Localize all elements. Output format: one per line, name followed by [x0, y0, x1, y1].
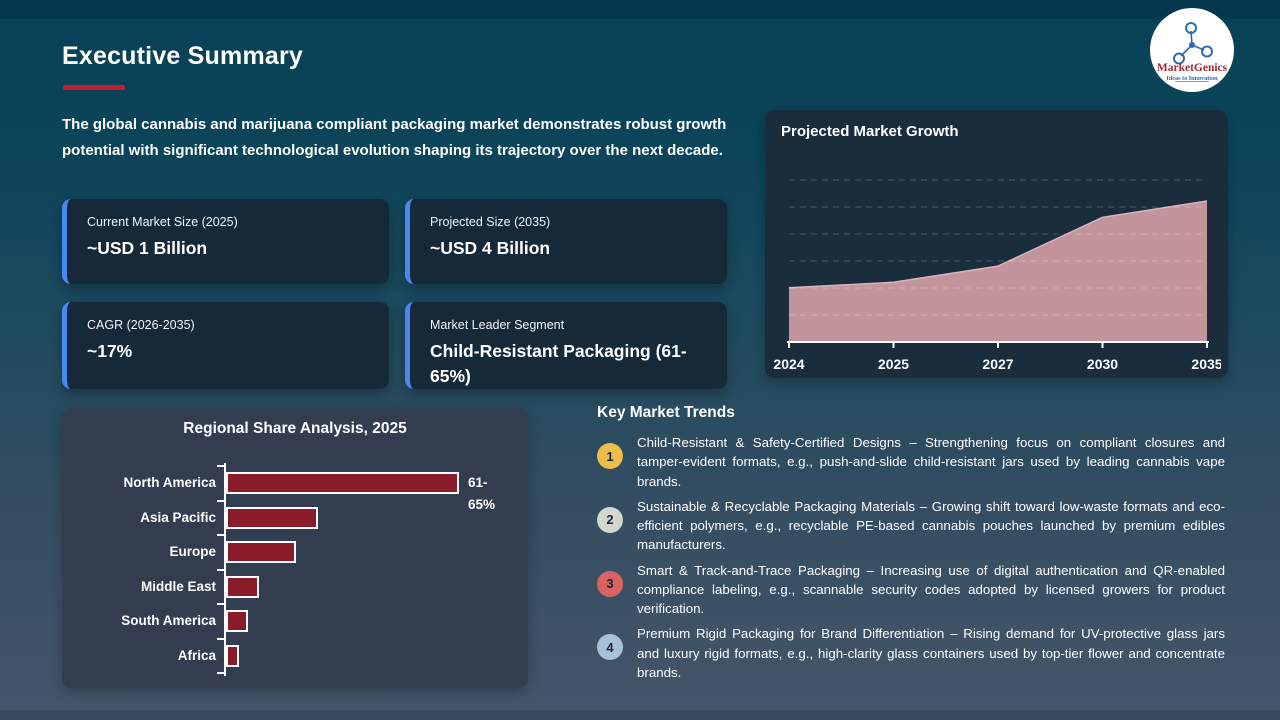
- stat-label: Market Leader Segment: [430, 318, 565, 332]
- bar: [226, 575, 259, 598]
- bottom-band: [0, 710, 1280, 720]
- category-axis-line: [224, 463, 226, 676]
- stat-card-projected-size: Projected Size (2035) ~USD 4 Billion: [405, 199, 727, 284]
- trend-number-badge: 2: [597, 506, 623, 533]
- x-axis-label: 2025: [878, 356, 909, 372]
- stat-card-current-market-size: Current Market Size (2025) ~USD 1 Billio…: [62, 199, 389, 284]
- x-axis-label: 2030: [1087, 356, 1118, 372]
- trend-text: Sustainable & Recyclable Packaging Mater…: [637, 498, 1225, 553]
- trends-header: Key Market Trends: [597, 404, 735, 421]
- bar: [226, 541, 296, 563]
- category-axis-tick: [217, 568, 224, 571]
- category-label: North America: [123, 475, 216, 490]
- regional-share-card: Regional Share Analysis, 2025 North Amer…: [62, 408, 528, 688]
- stat-label: Projected Size (2035): [430, 215, 551, 229]
- category-label: South America: [121, 613, 216, 628]
- key-market-trends: Key Market Trends 1 Child-Resistant & Sa…: [597, 404, 1225, 688]
- category-label: Africa: [177, 647, 216, 663]
- x-axis-label: 2035: [1191, 356, 1221, 372]
- molecule-icon: [1173, 22, 1213, 65]
- trend-number-badge: 3: [597, 570, 623, 597]
- trend-item-4: 4 Premium Rigid Packaging for Brand Diff…: [597, 624, 1225, 682]
- category-label: Asia Pacific: [140, 509, 216, 525]
- trend-text: Smart & Track-and-Trace Packaging – Incr…: [637, 562, 1225, 617]
- category-axis-tick: [217, 672, 224, 674]
- stat-value: ~USD 1 Billion: [87, 238, 208, 258]
- category-label: Middle East: [140, 578, 216, 594]
- regional-bar-chart: North America 61- 65% Asia Pacific Europe Mi…: [78, 463, 512, 676]
- title-accent-bar: [63, 85, 125, 90]
- logo-circle: [1150, 8, 1234, 92]
- trend-number-badge: 1: [597, 443, 623, 469]
- marketgenics-logo: MarketGenics Ideas to Innovation: [1150, 8, 1234, 92]
- trend-item-1: 1 Child-Resistant & Safety-Certified Des…: [597, 433, 1225, 491]
- category-axis-tick: [217, 637, 224, 640]
- category-axis-tick: [217, 465, 224, 467]
- stat-value: ~USD 4 Billion: [430, 238, 551, 258]
- page-title: Executive Summary: [62, 42, 304, 70]
- top-band: [0, 0, 1280, 19]
- trend-item-3: 3 Smart & Track-and-Trace Packaging – In…: [597, 561, 1225, 619]
- stat-label: Current Market Size (2025): [87, 215, 238, 229]
- bar: [226, 644, 239, 667]
- logo-name: MarketGenics: [1157, 62, 1228, 74]
- bar-value-label: 61- 65%: [468, 475, 496, 512]
- projected-market-growth-card: Projected Market Growth 2024 2025 2027 2030…: [765, 110, 1228, 378]
- stat-label: CAGR (2026-2035): [87, 318, 195, 332]
- trend-text: Child-Resistant & Safety-Certified Desig…: [637, 435, 1225, 489]
- growth-chart-title: Projected Market Growth: [781, 123, 959, 140]
- regional-chart-title: Regional Share Analysis, 2025: [183, 420, 407, 437]
- area-series: [789, 201, 1207, 342]
- x-axis-label: 2024: [773, 356, 804, 372]
- category-axis-tick: [217, 603, 224, 605]
- stat-card-market-leader-segment: Market Leader Segment Child-Resistant Pa…: [405, 302, 727, 389]
- growth-area-chart: 2024 2025 2027 2030 2035: [773, 179, 1221, 372]
- stat-card-cagr: CAGR (2026-2035) ~17%: [62, 302, 389, 389]
- category-axis-tick: [217, 534, 224, 536]
- bar: [226, 472, 459, 494]
- trend-text: Premium Rigid Packaging for Brand Differ…: [637, 626, 1225, 680]
- bar: [226, 506, 318, 529]
- logo-tagline: Ideas to Innovation: [1166, 75, 1218, 82]
- category-label: Europe: [169, 544, 216, 559]
- bar: [226, 610, 248, 632]
- area-top-edge: [788, 200, 1208, 289]
- category-axis-tick: [217, 499, 224, 502]
- stat-value: Child-Resistant Packaging (61-65%): [430, 341, 687, 387]
- stat-value: ~17%: [87, 341, 133, 361]
- intro-paragraph: The global cannabis and marijuana compli…: [62, 116, 727, 160]
- trend-number-badge: 4: [597, 634, 623, 661]
- trend-item-2: 2 Sustainable & Recyclable Packaging Mat…: [597, 497, 1225, 555]
- x-axis-label: 2027: [982, 356, 1013, 372]
